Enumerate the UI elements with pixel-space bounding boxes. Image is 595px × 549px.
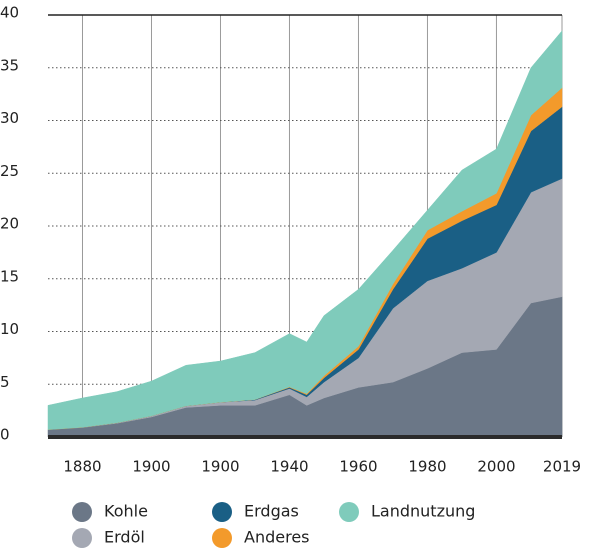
legend-label: Landnutzung [371,502,475,521]
y-tick-label: 10 [0,320,19,338]
x-tick-label: 1960 [339,458,377,476]
y-tick-label: 40 [0,4,19,22]
legend-label: Erdöl [104,528,145,547]
legend-swatch [212,528,232,548]
x-tick-label: 1900 [201,458,239,476]
x-tick-label: 2019 [543,458,581,476]
x-tick-label: 1980 [408,458,446,476]
legend-swatch [339,502,359,522]
legend-label: Kohle [104,502,148,521]
area [47,30,563,430]
legend-swatch [72,502,92,522]
legend: Kohle Erdöl Erdgas Anderes Landnutzung [72,502,475,548]
y-tick-label: 25 [0,162,19,180]
x-tick-label: 1900 [132,458,170,476]
legend-label: Erdgas [244,502,299,521]
legend-swatch [212,502,232,522]
y-tick-label: 0 [0,426,10,444]
legend-swatch [72,528,92,548]
x-tick-label: 1940 [270,458,308,476]
x-tick-label: 1880 [63,458,101,476]
y-tick-label: 30 [0,109,19,127]
x-tick-label: 2000 [477,458,515,476]
y-tick-label: 5 [0,373,10,391]
legend-label: Anderes [244,528,310,547]
y-tick-label: 15 [0,267,19,285]
y-tick-label: 35 [0,56,19,74]
y-tick-label: 20 [0,215,19,233]
plot-area: 1880 1900 1900 1940 1960 1980 2000 2019 0 5 10 15 20… [0,4,581,476]
